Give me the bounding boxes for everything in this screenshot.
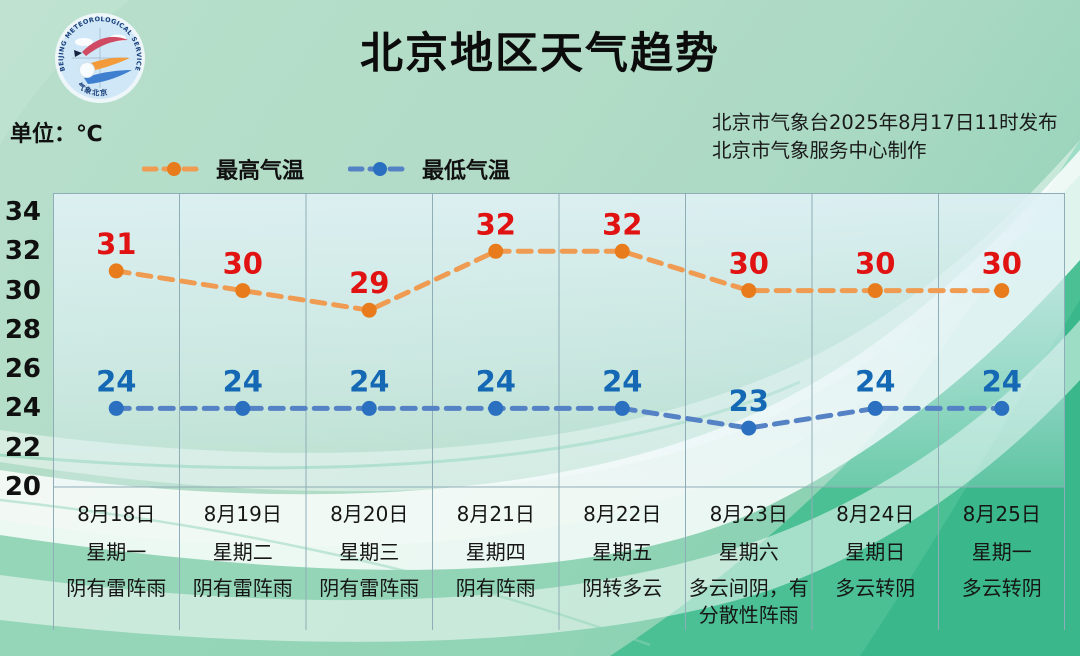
high-temp-line: [113, 248, 1005, 313]
high-temp-value-label: 30: [223, 247, 263, 281]
weather-label: 阴转多云: [582, 576, 663, 600]
beijing-meteorological-service-logo: BEIJING METEOROLOGICAL SERVICE 气象北京: [54, 12, 146, 104]
date-label: 8月24日: [836, 502, 915, 526]
weekday-label: 星期四: [465, 540, 526, 564]
weather-label: 多云转阴: [835, 576, 916, 600]
low-temp-point: [108, 400, 124, 416]
y-tick-label: 24: [4, 393, 41, 424]
day-column: 8月23日星期六多云间阴，有分散性阵雨: [686, 487, 813, 656]
legend-item-low: 最低气温: [348, 153, 510, 185]
y-tick-label: 28: [4, 314, 41, 345]
day-column: 8月24日星期日多云转阴: [812, 487, 939, 656]
high-temp-point: [994, 283, 1010, 299]
weather-label: 阴有雷阵雨: [66, 576, 167, 600]
high-temp-point: [235, 283, 251, 299]
issued-line1: 北京市气象台2025年8月17日11时发布: [712, 111, 1058, 134]
low-temp-point: [361, 400, 377, 416]
weather-label: 阴有雷阵雨: [192, 576, 293, 600]
high-temp-point: [108, 263, 124, 279]
legend-label: 最高气温: [216, 159, 305, 184]
day-column: 8月19日星期二阴有雷阵雨: [180, 487, 307, 656]
low-temp-line: [113, 405, 1005, 431]
high-temp-point: [867, 283, 883, 299]
y-tick-label: 26: [4, 354, 41, 385]
low-temp-value-label: 24: [982, 364, 1022, 398]
low-temp-value-label: 24: [96, 364, 136, 398]
high-temp-value-label: 32: [602, 207, 642, 241]
weekday-label: 星期二: [212, 540, 273, 564]
high-temp-point: [614, 243, 630, 259]
low-temp-value-label: 24: [223, 364, 263, 398]
y-axis-ticks: 34 32 30 28 26 24 22 20: [0, 0, 47, 656]
y-tick-label: 32: [4, 236, 41, 267]
weekday-label: 星期一: [86, 540, 147, 564]
date-label: 8月25日: [962, 502, 1041, 526]
high-temp-value-label: 30: [982, 247, 1022, 281]
weekday-label: 星期三: [339, 540, 400, 564]
weekday-label: 星期一: [971, 540, 1032, 564]
weekday-label: 星期六: [718, 540, 779, 564]
low-temp-value-label: 24: [476, 364, 516, 398]
high-temp-point: [488, 243, 504, 259]
weekday-label: 星期五: [592, 540, 653, 564]
issued-line2: 北京市气象服务中心制作: [712, 138, 927, 162]
weekday-label: 星期日: [845, 540, 906, 564]
page-title: 北京地区天气趋势: [360, 29, 720, 79]
low-temp-value-label: 24: [349, 364, 389, 398]
unit-label: 单位：℃: [10, 122, 103, 147]
low-temp-value-label: 24: [602, 364, 642, 398]
high-temp-value-label: 29: [349, 266, 389, 300]
day-column: 8月22日星期五阴转多云: [559, 487, 686, 656]
orange-swoosh: [84, 57, 130, 72]
low-temp-value-label: 24: [855, 364, 895, 398]
day-column: 8月18日星期一阴有雷阵雨: [53, 487, 180, 656]
low-temp-point: [867, 400, 883, 416]
legend-label: 最低气温: [422, 159, 511, 184]
low-temp-point: [235, 400, 251, 416]
low-temp-point: [994, 400, 1010, 416]
y-tick-label: 22: [4, 432, 41, 463]
day-column: 8月25日星期一多云转阴: [939, 487, 1066, 656]
date-label: 8月21日: [456, 502, 535, 526]
issued-info: 北京市气象台2025年8月17日11时发布 北京市气象服务中心制作: [712, 109, 1058, 164]
weather-label: 多云间阴，有分散性阵雨: [688, 576, 809, 627]
high-temp-point: [361, 302, 377, 318]
high-temp-point: [741, 283, 757, 299]
weather-label: 阴有雷阵雨: [319, 576, 420, 600]
high-temp-value-label: 30: [855, 247, 895, 281]
wind-arrow-icon: [74, 50, 82, 57]
date-label: 8月19日: [203, 502, 282, 526]
red-swoosh: [82, 36, 128, 56]
chart-legend: 最高气温 最低气温: [142, 153, 510, 185]
weather-label: 阴有阵雨: [455, 576, 536, 600]
legend-marker-icon: [142, 162, 206, 176]
date-label: 8月22日: [583, 502, 662, 526]
low-temp-point: [614, 400, 630, 416]
high-temp-value-label: 32: [476, 207, 516, 241]
date-label: 8月20日: [330, 502, 409, 526]
high-temp-value-label: 31: [96, 227, 136, 261]
day-column: 8月21日星期四阴有阵雨: [433, 487, 560, 656]
low-temp-value-label: 23: [729, 384, 769, 418]
low-temp-point: [741, 420, 757, 436]
legend-item-high: 最高气温: [142, 153, 304, 185]
y-tick-label: 34: [4, 197, 41, 227]
temperature-chart: 31 30 29 32 32 30 30 30 24 24 24 24 24 23 24 24: [53, 193, 1065, 630]
date-label: 8月18日: [77, 502, 156, 526]
high-temp-value-label: 30: [729, 247, 769, 281]
day-columns: 8月18日 星期一 阴有雷阵雨 8月19日 星期二 阴有雷阵雨 8月20日 星期三 阴有雷阵雨 8…: [53, 487, 1065, 656]
legend-marker-icon: [348, 162, 413, 176]
low-temp-point: [488, 400, 504, 416]
blue-swoosh: [84, 70, 132, 84]
cloud-icon: [75, 38, 93, 46]
y-tick-label: 20: [4, 472, 41, 502]
y-tick-label: 30: [4, 275, 41, 306]
weather-label: 多云转阴: [961, 576, 1042, 600]
day-column: 8月20日星期三阴有雷阵雨: [306, 487, 433, 656]
weather-balloon-icon: [79, 62, 95, 78]
date-label: 8月23日: [709, 502, 788, 526]
